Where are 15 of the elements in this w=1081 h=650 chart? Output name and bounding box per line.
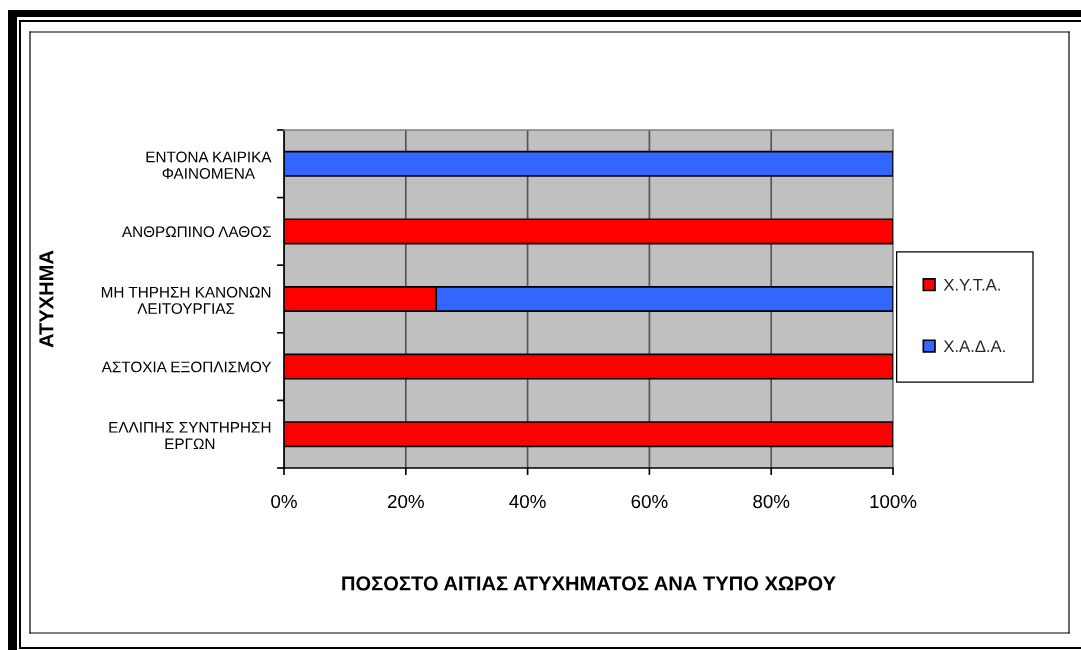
x-tick-label: 60% bbox=[631, 494, 668, 509]
y-tick-label: ΑΣΤΟΧΙΑ ΕΞΟΠΛΙΣΜΟΥ bbox=[101, 361, 272, 373]
y-axis-title: ΑΤΥΧΗΜΑ bbox=[39, 250, 54, 348]
x-tick-label: 80% bbox=[753, 494, 790, 509]
x-axis-title: ΠΟΣΟΣΤΟ ΑΙΤΙΑΣ ΑΤΥΧΗΜΑΤΟΣ ΑΝΑ ΤΥΠΟ ΧΩΡΟΥ bbox=[342, 576, 836, 591]
legend-label: Χ.Α.Δ.Α. bbox=[943, 340, 1005, 352]
y-tick-label: ΕΝΤΟΝΑ ΚΑΙΡΙΚΑ ΦΑΙΝΟΜΕΝΑ bbox=[146, 151, 272, 179]
x-tick-label: 0% bbox=[271, 494, 297, 509]
y-tick-label: ΑΝΘΡΩΠΙΝΟ ΛΑΘΟΣ bbox=[121, 226, 271, 238]
legend-label: Χ.Υ.Τ.Α. bbox=[943, 279, 1000, 291]
y-tick-label: ΕΛΛΙΠΗΣ ΣΥΝΤΗΡΗΣΗ ΕΡΓΩΝ bbox=[109, 422, 271, 450]
y-tick-label: ΜΗ ΤΗΡΗΣΗ ΚΑΝΟΝΩΝ ΛΕΙΤΟΥΡΓΙΑΣ bbox=[101, 286, 271, 315]
x-tick-label: 100% bbox=[870, 494, 917, 509]
x-tick-label: 40% bbox=[509, 494, 546, 509]
x-tick-label: 20% bbox=[387, 494, 424, 509]
